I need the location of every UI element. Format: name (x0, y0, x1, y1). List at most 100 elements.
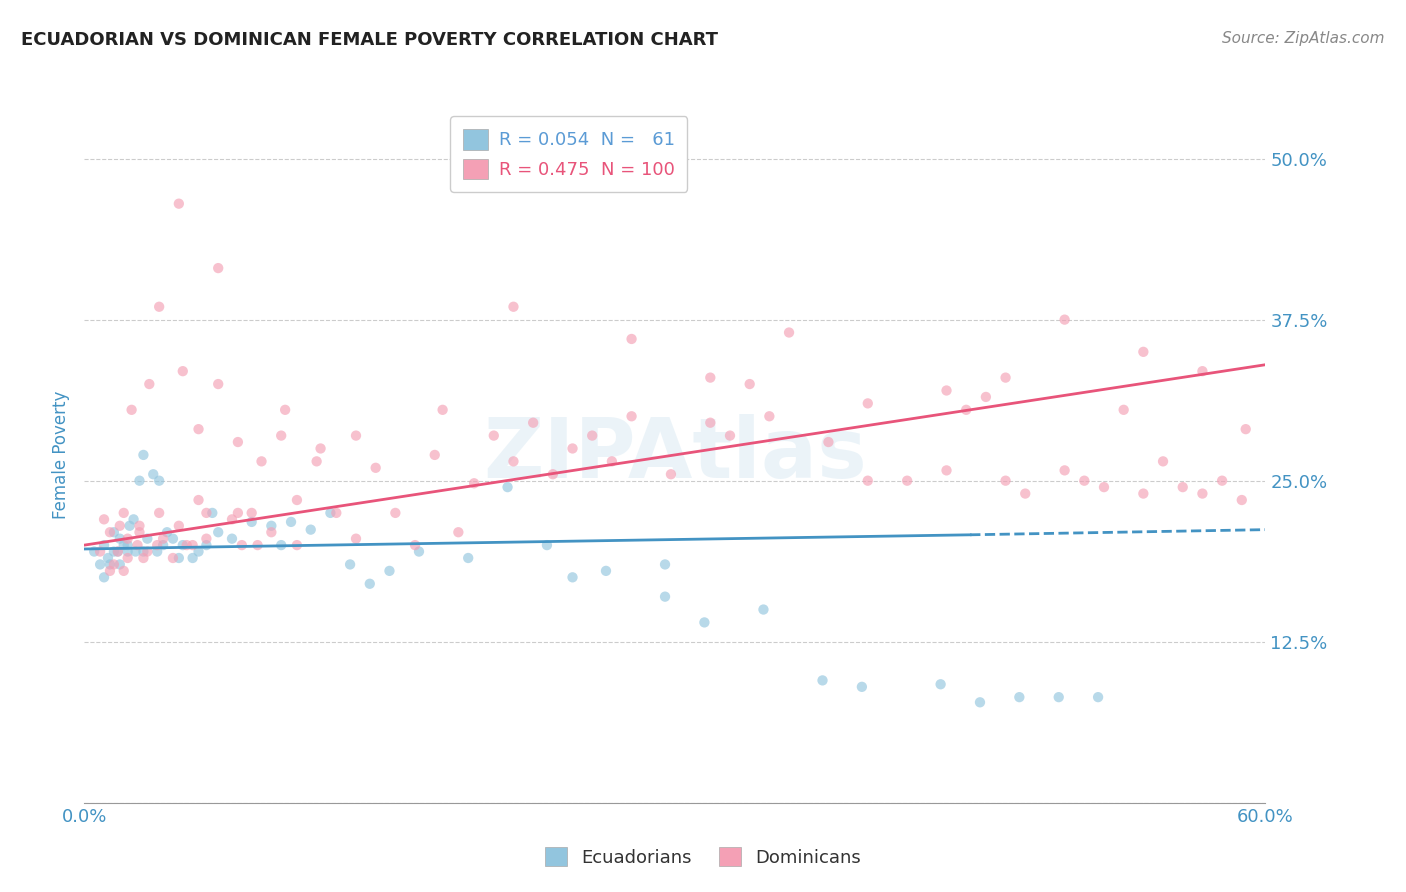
Point (994, 370, 1017, 384)
Point (974, 390, 997, 404)
Point (128, 474, 150, 488)
Point (207, 525, 229, 540)
Point (280, 515, 302, 529)
Point (187, 422, 209, 436)
Point (108, 518, 131, 533)
Point (138, 377, 160, 392)
Point (187, 493, 209, 508)
Point (117, 551, 139, 566)
Point (693, 615, 716, 630)
Point (1234, 422, 1257, 436)
Point (250, 454, 273, 468)
Point (344, 428, 367, 442)
Point (260, 518, 283, 533)
Point (896, 474, 918, 488)
Point (778, 326, 800, 340)
Point (221, 532, 243, 546)
Point (595, 564, 617, 578)
Point (659, 467, 682, 482)
Point (221, 512, 243, 526)
Legend: R = 0.054  N =   61, R = 0.475  N = 100: R = 0.054 N = 61, R = 0.475 N = 100 (450, 116, 688, 192)
Point (195, 538, 218, 552)
Point (969, 695, 991, 709)
Point (929, 677, 952, 691)
Point (83, 544, 105, 558)
Point (97, 551, 120, 566)
Point (502, 454, 524, 468)
Point (654, 558, 676, 572)
Point (344, 532, 367, 546)
Point (851, 680, 873, 694)
Point (132, 448, 155, 462)
Point (167, 551, 190, 566)
Point (270, 428, 292, 442)
Point (207, 377, 229, 392)
Point (112, 538, 135, 552)
Point (195, 506, 218, 520)
Point (127, 538, 149, 552)
Text: ZIPAtlas: ZIPAtlas (482, 415, 868, 495)
Point (207, 261, 229, 276)
Point (541, 467, 564, 482)
Point (148, 300, 170, 314)
Point (146, 544, 169, 558)
Point (103, 558, 125, 572)
Point (699, 370, 721, 384)
Point (955, 402, 977, 417)
Point (167, 518, 190, 533)
Point (309, 442, 332, 456)
Point (1132, 486, 1154, 500)
Point (384, 506, 406, 520)
Point (935, 463, 957, 477)
Point (148, 474, 170, 488)
Point (457, 551, 479, 566)
Legend: Ecuadorians, Dominicans: Ecuadorians, Dominicans (538, 840, 868, 874)
Point (404, 538, 426, 552)
Point (240, 515, 263, 529)
Point (699, 416, 721, 430)
Point (103, 544, 125, 558)
Point (122, 512, 145, 526)
Point (1087, 690, 1109, 705)
Point (305, 454, 328, 468)
Point (502, 300, 524, 314)
Point (620, 409, 643, 424)
Point (496, 480, 519, 494)
Point (176, 538, 198, 552)
Point (285, 493, 308, 508)
Point (146, 538, 169, 552)
Point (121, 402, 143, 417)
Point (561, 442, 583, 456)
Point (536, 538, 558, 552)
Point (124, 544, 146, 558)
Point (1092, 480, 1115, 494)
Point (195, 532, 218, 546)
Point (1014, 486, 1036, 500)
Point (447, 525, 470, 540)
Point (156, 525, 179, 540)
Point (522, 416, 544, 430)
Point (148, 506, 170, 520)
Point (89, 558, 111, 572)
Point (285, 538, 308, 552)
Point (738, 377, 761, 392)
Point (108, 532, 131, 546)
Point (172, 364, 194, 378)
Point (1132, 344, 1154, 359)
Point (752, 602, 775, 616)
Point (811, 673, 834, 688)
Point (1047, 690, 1070, 705)
Point (817, 435, 839, 450)
Point (325, 506, 347, 520)
Point (103, 525, 125, 540)
Point (270, 538, 292, 552)
Point (98, 525, 121, 540)
Point (172, 538, 194, 552)
Point (581, 428, 603, 442)
Point (152, 532, 174, 546)
Point (654, 590, 676, 604)
Point (432, 402, 454, 417)
Point (463, 476, 485, 491)
Point (246, 538, 269, 552)
Point (152, 538, 174, 552)
